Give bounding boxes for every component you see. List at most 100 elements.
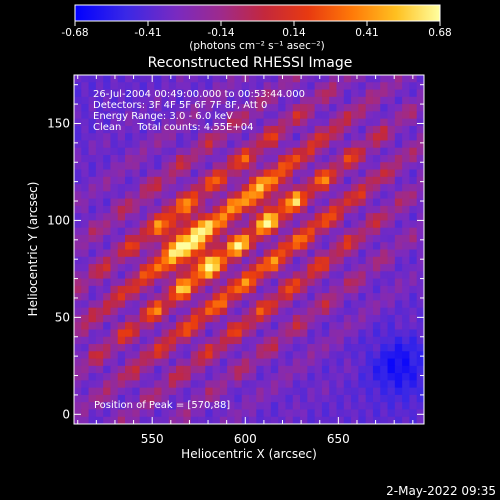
heatmap-cell: [300, 118, 308, 127]
heatmap-cell: [263, 394, 272, 403]
heatmap-cell: [197, 125, 206, 134]
heatmap-cell: [270, 242, 279, 251]
heatmap-cell: [249, 227, 257, 236]
heatmap-cell: [234, 293, 243, 301]
heatmap-cell: [314, 285, 323, 294]
heatmap-cell: [241, 264, 250, 272]
heatmap-cell: [139, 336, 148, 345]
heatmap-cell: [161, 336, 170, 345]
heatmap-cell: [394, 191, 403, 200]
heatmap-cell: [110, 75, 119, 83]
heatmap-cell: [103, 89, 112, 98]
heatmap-cell: [372, 394, 381, 403]
heatmap-cell: [329, 227, 338, 236]
heatmap-cell: [249, 104, 257, 112]
heatmap-cell: [300, 227, 308, 236]
heatmap-cell: [95, 140, 104, 149]
heatmap-cell: [168, 176, 177, 185]
heatmap-cell: [256, 140, 265, 149]
heatmap-cell: [176, 154, 184, 163]
heatmap-cell: [307, 111, 316, 120]
heatmap-cell: [336, 162, 345, 171]
colorbar-tick-label: -0.41: [134, 27, 161, 39]
heatmap-cell: [103, 380, 112, 389]
heatmap-cell: [292, 234, 301, 243]
heatmap-cell: [139, 147, 148, 156]
heatmap-cell: [176, 104, 184, 112]
heatmap-cell: [307, 176, 316, 185]
heatmap-cell: [168, 351, 177, 360]
heatmap-cell: [336, 125, 345, 134]
heatmap-cell: [307, 125, 316, 134]
heatmap-cell: [416, 89, 424, 98]
heatmap-cell: [343, 220, 352, 229]
heatmap-cell: [358, 176, 367, 185]
heatmap-cell: [300, 220, 308, 229]
heatmap-cell: [409, 264, 418, 272]
heatmap-cell: [380, 409, 389, 418]
heatmap-cell: [103, 118, 112, 127]
heatmap-cell: [183, 409, 192, 418]
heatmap-cell: [402, 154, 411, 163]
heatmap-cell: [256, 133, 265, 142]
heatmap-cell: [351, 278, 359, 287]
heatmap-cell: [146, 205, 155, 214]
heatmap-cell: [409, 271, 418, 280]
heatmap-cell: [292, 242, 301, 251]
heatmap-cell: [139, 256, 148, 265]
heatmap-cell: [74, 278, 82, 287]
heatmap-cell: [219, 169, 228, 178]
heatmap-cell: [212, 125, 221, 134]
heatmap-cell: [314, 205, 323, 214]
heatmap-cell: [307, 365, 316, 374]
heatmap-cell: [307, 300, 316, 309]
heatmap-cell: [146, 75, 155, 83]
heatmap-cell: [88, 293, 97, 301]
heatmap-cell: [300, 365, 308, 374]
heatmap-cell: [351, 125, 359, 134]
heatmap-cell: [103, 125, 112, 134]
heatmap-cell: [168, 191, 177, 200]
heatmap-cell: [263, 314, 272, 323]
heatmap-cell: [117, 394, 126, 403]
heatmap-cell: [146, 300, 155, 309]
heatmap-cell: [146, 104, 155, 112]
heatmap-cell: [321, 322, 330, 331]
heatmap-cell: [227, 300, 236, 309]
heatmap-cell: [154, 89, 163, 98]
heatmap-cell: [314, 365, 323, 374]
heatmap-image: [74, 75, 424, 424]
heatmap-cell: [249, 271, 257, 280]
heatmap-cell: [278, 387, 287, 396]
heatmap-cell: [125, 213, 133, 222]
heatmap-cell: [219, 271, 228, 280]
heatmap-cell: [365, 307, 374, 316]
heatmap-cell: [146, 271, 155, 280]
heatmap-cell: [256, 242, 265, 251]
heatmap-cell: [307, 242, 316, 251]
heatmap-cell: [329, 314, 338, 323]
heatmap-cell: [402, 344, 411, 352]
heatmap-cell: [161, 344, 170, 352]
heatmap-cell: [314, 373, 323, 381]
heatmap-cell: [110, 89, 119, 98]
heatmap-cell: [351, 329, 359, 338]
heatmap-cell: [321, 402, 330, 411]
heatmap-cell: [278, 271, 287, 280]
heatmap-cell: [321, 249, 330, 258]
heatmap-cell: [197, 293, 206, 301]
heatmap-cell: [358, 380, 367, 389]
heatmap-cell: [270, 220, 279, 229]
heatmap-cell: [416, 300, 424, 309]
heatmap-cell: [351, 285, 359, 294]
heatmap-cell: [110, 82, 119, 91]
heatmap-cell: [263, 191, 272, 200]
heatmap-cell: [270, 278, 279, 287]
heatmap-cell: [190, 140, 199, 149]
heatmap-cell: [380, 329, 389, 338]
heatmap-cell: [168, 154, 177, 163]
heatmap-cell: [234, 380, 243, 389]
heatmap-cell: [197, 394, 206, 403]
heatmap-cell: [336, 256, 345, 265]
heatmap-cell: [146, 373, 155, 381]
